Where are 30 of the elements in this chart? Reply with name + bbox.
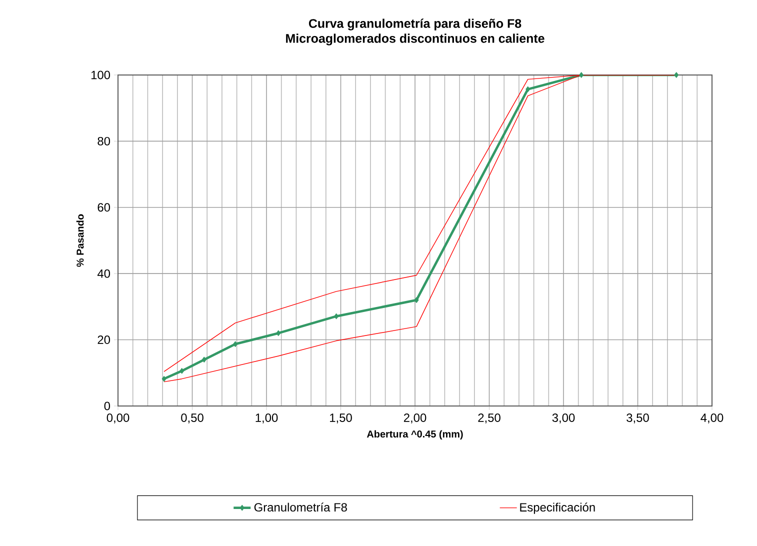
chart-title: Curva granulometría para diseño F8 [308, 18, 522, 30]
x-tick-label: 4,00 [700, 414, 724, 424]
x-axis-title: Abertura ^0.45 (mm) [366, 430, 463, 440]
point [674, 72, 679, 78]
y-tick-label: 100 [91, 70, 110, 80]
x-tick-label: 1,50 [330, 414, 352, 424]
y-tick-label: 40 [97, 269, 110, 278]
y-tick-label: 80 [98, 136, 110, 146]
point [162, 376, 166, 382]
point [233, 341, 238, 347]
point [276, 330, 281, 336]
x-tick-label: 3,00 [552, 414, 575, 424]
y-axis-title: % Pasando [76, 214, 84, 267]
x-tick-label: 0,50 [181, 414, 204, 424]
point [202, 356, 206, 363]
point [414, 297, 419, 303]
x-tick-label: 3,50 [626, 414, 649, 424]
point [180, 368, 184, 374]
x-tick-label: 1,00 [256, 414, 278, 424]
x-tick-label: 2,50 [478, 414, 500, 424]
chart-subtitle: Microaglomerados discontinuos en caliente [286, 34, 544, 46]
legend-label: Especificación [520, 502, 595, 514]
y-tick-label: 60 [98, 203, 110, 212]
y-tick-label: 20 [98, 336, 110, 344]
point [579, 72, 584, 78]
x-tick-label: 0,00 [106, 414, 130, 424]
legend-label: Granulometría F8 [254, 502, 347, 512]
y-tick-label: 0 [104, 402, 110, 410]
point [526, 86, 530, 92]
x-tick-label: 2,00 [404, 414, 426, 424]
